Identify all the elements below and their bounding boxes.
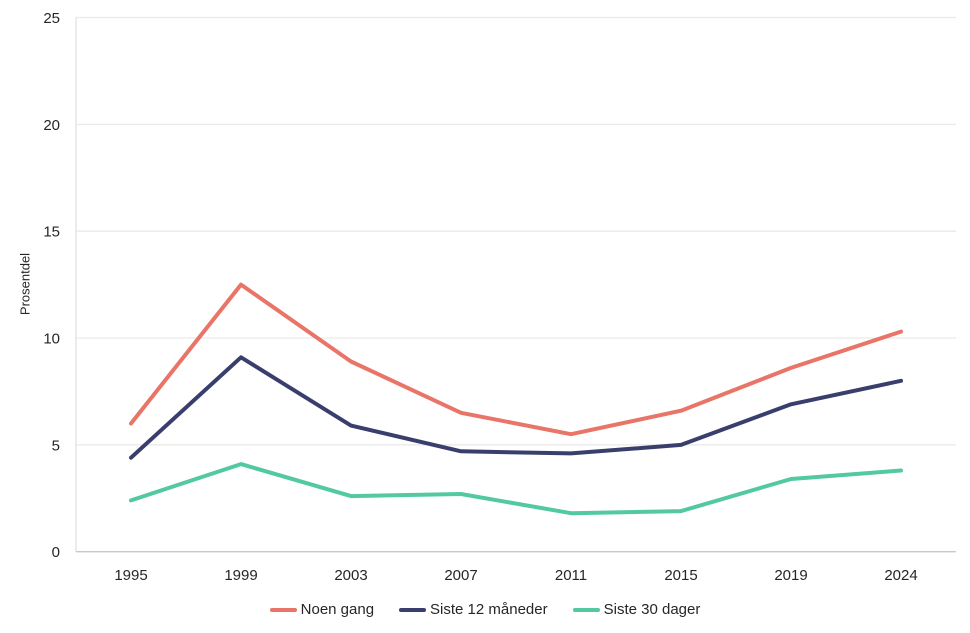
y-axis-title: Prosentdel: [17, 252, 33, 316]
y-tick-label-15: 15: [43, 224, 60, 241]
legend-swatch-noen-gang: [269, 608, 297, 612]
x-tick-label-2024: 2024: [884, 567, 917, 584]
series-line-siste-30-dager: [129, 462, 903, 516]
series-line-siste-12-m-neder: [129, 355, 903, 460]
x-tick-label-2011: 2011: [555, 567, 587, 584]
y-tick-label-20: 20: [43, 117, 60, 134]
legend-label-siste-12-m-neder: Siste 12 måneder: [430, 601, 548, 618]
legend-item-siste-30-dager: Siste 30 dager: [572, 600, 701, 620]
legend-item-noen-gang: Noen gang: [269, 600, 375, 620]
x-tick-label-2003: 2003: [334, 567, 367, 584]
series-line-noen-gang: [129, 282, 903, 437]
x-tick-label-1999: 1999: [224, 567, 257, 584]
legend-swatch-siste-12-m-neder: [399, 608, 427, 612]
legend-label-siste-30-dager: Siste 30 dager: [603, 601, 701, 618]
x-tick-label-2007: 2007: [444, 567, 477, 584]
legend-item-siste-12-m-neder: Siste 12 måneder: [399, 600, 548, 620]
y-tick-label-10: 10: [43, 331, 60, 348]
legend: Noen gang Siste 12 måneder Siste 30 dager: [0, 600, 970, 620]
legend-label-noen-gang: Noen gang: [300, 601, 375, 618]
y-tick-label-0: 0: [52, 544, 60, 561]
y-tick-label-25: 25: [43, 10, 60, 27]
x-tick-label-2015: 2015: [664, 567, 697, 584]
x-tick-label-1995: 1995: [114, 567, 147, 584]
x-tick-label-2019: 2019: [774, 567, 807, 584]
legend-swatch-siste-30-dager: [572, 608, 600, 612]
y-tick-label-5: 5: [52, 437, 60, 454]
